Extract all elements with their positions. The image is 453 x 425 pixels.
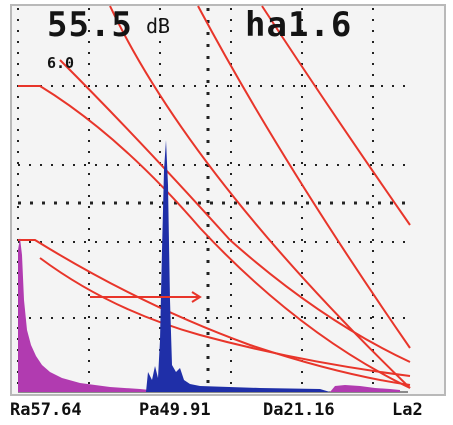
dac-curve xyxy=(18,239,411,386)
da-readout: Da21.16 xyxy=(263,400,335,420)
far-field-noise xyxy=(330,385,400,392)
ra-readout: Ra57.64 xyxy=(10,400,82,420)
near-field-echo xyxy=(18,238,150,392)
dac-curve xyxy=(39,257,411,377)
gain-value: 55.5 xyxy=(47,5,133,45)
dac-curve xyxy=(109,5,411,389)
la-readout: La2 xyxy=(392,400,423,420)
range-label: 6.0 xyxy=(47,54,75,72)
display-frame xyxy=(10,4,446,396)
dac-curve xyxy=(18,85,411,389)
primary-echo xyxy=(146,140,330,392)
dac-curve xyxy=(261,5,411,226)
grid xyxy=(17,8,408,393)
gate-marker xyxy=(90,291,202,303)
readout-bar: Ra57.64 Pa49.91 Da21.16 La2 xyxy=(10,400,450,422)
echo-signals xyxy=(18,140,400,392)
gate-arrow-icon xyxy=(191,291,202,303)
dac-curve xyxy=(59,59,411,363)
gain-unit: dB xyxy=(146,14,171,38)
dac-curves xyxy=(18,5,411,389)
gate-readout: ha1.6 xyxy=(245,5,353,45)
dac-curve xyxy=(197,5,411,349)
pa-readout: Pa49.91 xyxy=(139,400,211,420)
